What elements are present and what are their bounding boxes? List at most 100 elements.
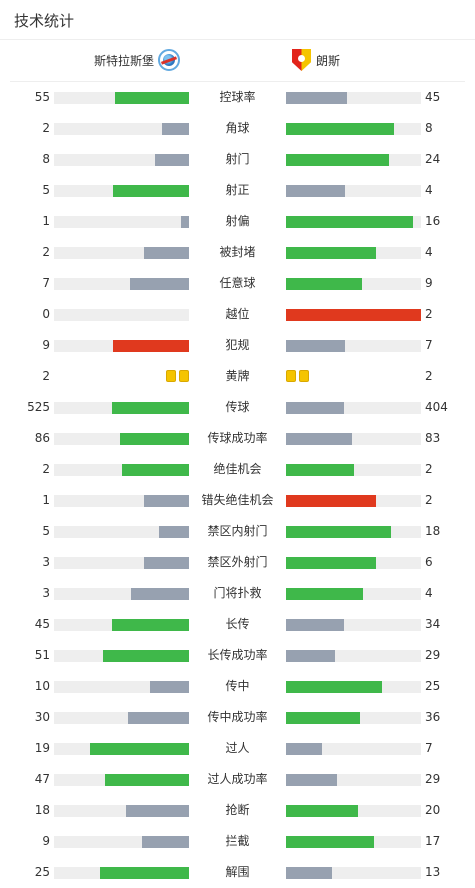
away-stat-bar-track <box>286 619 421 631</box>
stat-row: 2 黄牌 2 <box>0 361 475 392</box>
away-stat-bar-track <box>286 681 421 693</box>
away-stat-bar-fill <box>286 154 389 166</box>
home-team[interactable]: 斯特拉斯堡 <box>94 48 180 72</box>
lens-crest-icon <box>292 49 311 71</box>
home-stat-value: 25 <box>34 865 50 879</box>
stat-row: 19 过人 7 <box>0 733 475 764</box>
home-stat-bar-fill <box>120 433 189 445</box>
home-stat-bar-fill <box>129 278 189 290</box>
away-stat-bar-track <box>286 495 421 507</box>
away-stat-value: 6 <box>425 555 433 569</box>
home-stat-value: 0 <box>42 307 50 321</box>
away-stat-bar-track <box>286 464 421 476</box>
stat-row: 9 犯规 7 <box>0 330 475 361</box>
away-stat-bar-fill <box>286 402 345 414</box>
away-stat-bar-track <box>286 836 421 848</box>
stat-label: 射偏 <box>225 214 250 228</box>
away-stat-bar-track <box>286 402 421 414</box>
away-stat-bar-track <box>286 867 421 879</box>
stat-label: 长传 <box>225 617 250 631</box>
away-stat-bar-fill <box>286 650 335 662</box>
home-stat-bar-fill <box>130 588 189 600</box>
home-stat-bar-track <box>54 743 189 755</box>
stat-label: 门将扑救 <box>213 586 262 600</box>
home-stat-value: 3 <box>42 586 50 600</box>
home-stat-value: 3 <box>42 555 50 569</box>
away-stat-value: 7 <box>425 741 433 755</box>
away-stat-bar-fill <box>286 619 345 631</box>
home-stat-bar-fill <box>128 712 189 724</box>
home-stat-bar-track <box>54 433 189 445</box>
away-stat-value: 83 <box>425 431 441 445</box>
home-stat-bar-fill <box>144 557 189 569</box>
stat-row: 45 长传 34 <box>0 609 475 640</box>
away-stat-value: 7 <box>425 338 433 352</box>
away-stat-bar-fill <box>286 526 392 538</box>
home-stat-value: 8 <box>42 152 50 166</box>
home-stat-value: 51 <box>34 648 50 662</box>
home-stat-bar-track <box>54 216 189 228</box>
home-stat-value: 18 <box>34 803 50 817</box>
home-stat-value: 19 <box>34 741 50 755</box>
home-stat-bar-fill <box>141 836 189 848</box>
away-stat-bar-track <box>286 278 421 290</box>
away-stat-bar-track <box>286 123 421 135</box>
stat-label: 禁区外射门 <box>207 555 268 569</box>
home-stat-bar-track <box>54 247 189 259</box>
stat-row: 3 禁区外射门 6 <box>0 547 475 578</box>
home-stat-value: 1 <box>42 493 50 507</box>
away-stat-value: 36 <box>425 710 441 724</box>
away-stat-bar-track <box>286 340 421 352</box>
home-stat-bar-track <box>54 774 189 786</box>
stat-label: 控球率 <box>219 90 256 104</box>
home-stat-bar-track <box>54 681 189 693</box>
away-stat-bar-fill <box>286 247 377 259</box>
yellow-card-icon <box>166 370 176 382</box>
home-stat-bar-track <box>54 495 189 507</box>
away-stat-bar-fill <box>286 464 354 476</box>
home-stat-bar-fill <box>99 867 189 879</box>
stat-label: 禁区内射门 <box>207 524 268 538</box>
home-stat-bar-track <box>54 278 189 290</box>
stat-row: 55 控球率 45 <box>0 82 475 113</box>
stat-row: 9 拦截 17 <box>0 826 475 857</box>
stat-label: 传球 <box>225 400 250 414</box>
away-stat-bar-fill <box>286 557 377 569</box>
home-stat-value: 47 <box>34 772 50 786</box>
home-stat-value: 9 <box>42 338 50 352</box>
strasbourg-crest-icon <box>158 49 180 71</box>
stat-row: 18 抢断 20 <box>0 795 475 826</box>
home-stat-value: 2 <box>42 369 50 383</box>
home-stat-bar-track <box>54 867 189 879</box>
away-stat-value: 404 <box>425 400 448 414</box>
yellow-card-icon <box>299 370 309 382</box>
home-stat-bar-track <box>54 619 189 631</box>
stat-label: 绝佳机会 <box>213 462 262 476</box>
away-stat-value: 2 <box>425 369 433 383</box>
stats-header: 技术统计 <box>0 0 475 40</box>
stat-label: 射门 <box>225 152 250 166</box>
home-stat-bar-fill <box>144 247 189 259</box>
away-stat-value: 18 <box>425 524 441 538</box>
away-stat-bar-track <box>286 309 421 321</box>
home-stat-bar-track <box>54 464 189 476</box>
away-team-name: 朗斯 <box>316 53 341 68</box>
away-stat-value: 4 <box>425 183 433 197</box>
home-stat-bar-fill <box>102 650 189 662</box>
away-team[interactable]: 朗斯 <box>292 48 340 72</box>
home-stat-value: 45 <box>34 617 50 631</box>
away-stat-bar-fill <box>286 309 421 321</box>
home-yellow-cards <box>54 370 189 383</box>
away-stat-value: 29 <box>425 772 441 786</box>
away-stat-bar-track <box>286 743 421 755</box>
away-stat-bar-fill <box>286 216 413 228</box>
stat-label: 犯规 <box>225 338 250 352</box>
home-stat-bar-fill <box>162 123 189 135</box>
stat-row: 8 射门 24 <box>0 144 475 175</box>
home-stat-bar-fill <box>112 619 189 631</box>
home-stat-bar-track <box>54 712 189 724</box>
home-stat-bar-fill <box>144 495 189 507</box>
yellow-card-icon <box>286 370 296 382</box>
home-stat-bar-fill <box>105 774 189 786</box>
away-stat-bar-fill <box>286 774 338 786</box>
